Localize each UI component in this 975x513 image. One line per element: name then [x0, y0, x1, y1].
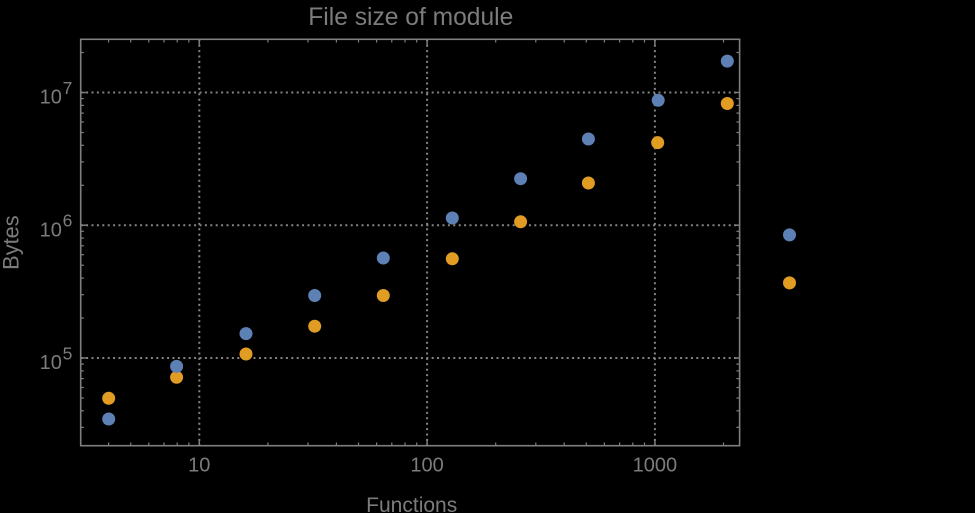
svg-text:Bytes: Bytes: [0, 215, 24, 270]
svg-text:105: 105: [40, 343, 73, 374]
svg-text:100: 100: [410, 455, 443, 477]
svg-text:File size of module: File size of module: [308, 4, 513, 31]
svg-text:106: 106: [40, 211, 73, 242]
svg-text:107: 107: [40, 78, 73, 109]
svg-text:1000: 1000: [633, 455, 678, 477]
svg-text:Functions: Functions: [366, 494, 457, 513]
svg-text:10: 10: [188, 455, 210, 477]
